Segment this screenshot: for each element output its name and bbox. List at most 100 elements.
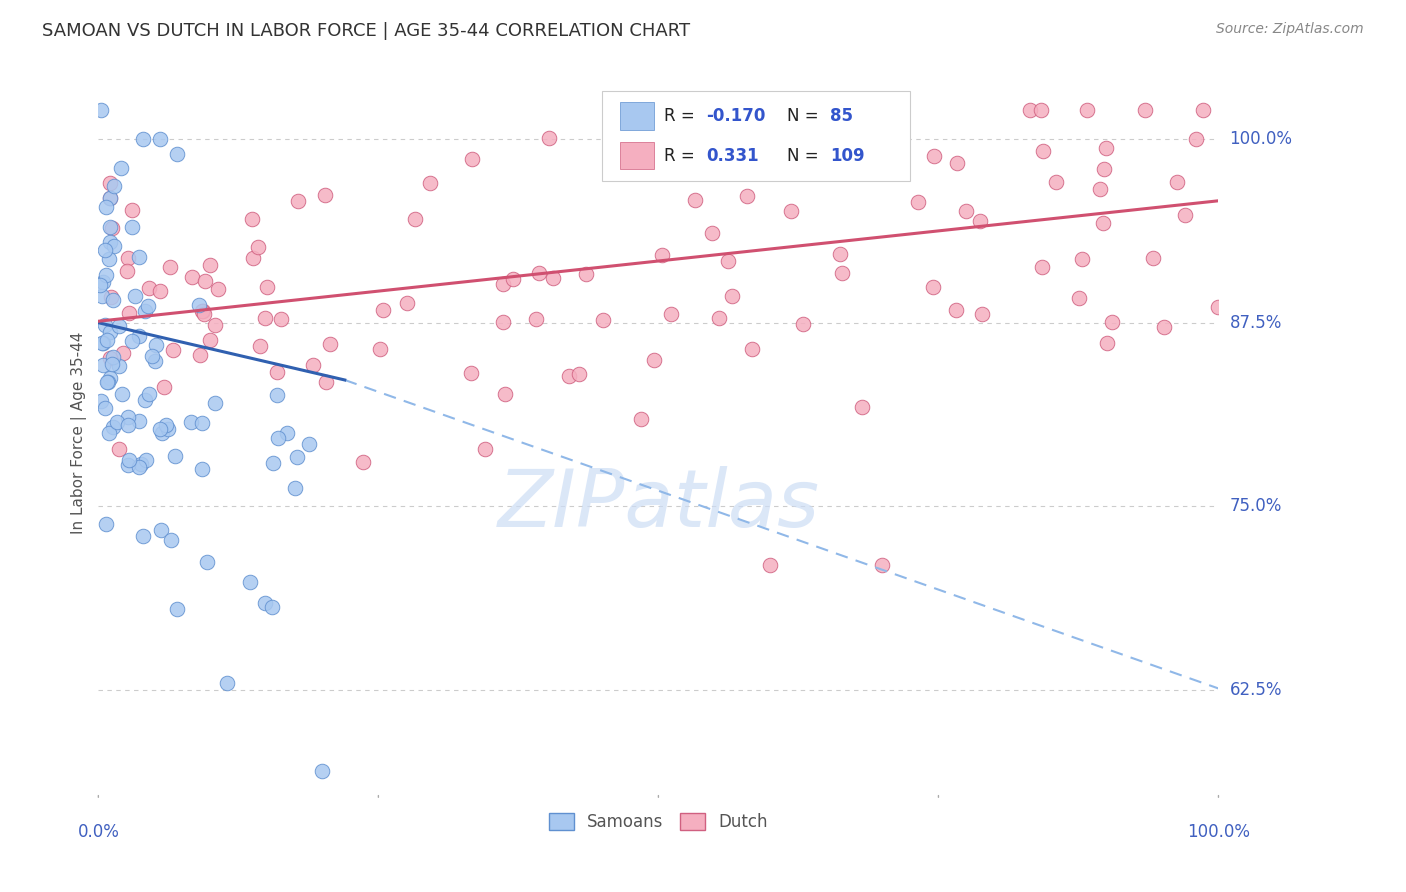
Point: [759, 558, 782, 572]
Point: [1029, 103, 1052, 117]
Point: [266, 388, 288, 402]
Point: [1045, 175, 1067, 189]
Point: [319, 337, 342, 351]
Point: [136, 299, 159, 313]
Point: [90, 289, 112, 303]
Point: [117, 410, 139, 425]
Point: [541, 271, 564, 285]
FancyBboxPatch shape: [620, 103, 654, 130]
Point: [780, 203, 803, 218]
Point: [190, 416, 212, 430]
Point: [117, 458, 139, 473]
Point: [276, 426, 298, 441]
Point: [188, 348, 211, 362]
Point: [98, 371, 121, 385]
Point: [253, 311, 276, 326]
Point: [260, 599, 283, 614]
Point: [311, 764, 333, 778]
Point: [1153, 320, 1175, 334]
Point: [287, 194, 309, 208]
Point: [98, 176, 121, 190]
Point: [1069, 291, 1091, 305]
Point: [418, 177, 440, 191]
Point: [315, 375, 337, 389]
Point: [94, 200, 117, 214]
Point: [1092, 161, 1115, 176]
Point: [132, 529, 155, 543]
Point: [266, 431, 288, 445]
Point: [524, 312, 547, 326]
Point: [100, 290, 122, 304]
Point: [108, 359, 131, 374]
Point: [108, 442, 131, 456]
Point: [180, 269, 202, 284]
Point: [720, 289, 742, 303]
Text: ZIPatlas: ZIPatlas: [498, 466, 820, 544]
Point: [253, 596, 276, 610]
Point: [193, 304, 215, 318]
Point: [1092, 216, 1115, 230]
Point: [145, 338, 167, 352]
Point: [117, 251, 139, 265]
Point: [1019, 103, 1042, 117]
Point: [1095, 141, 1118, 155]
Point: [204, 318, 226, 332]
Point: [575, 267, 598, 281]
Point: [135, 453, 157, 467]
Text: 62.5%: 62.5%: [1230, 681, 1282, 699]
Point: [494, 387, 516, 401]
Point: [93, 335, 115, 350]
FancyBboxPatch shape: [602, 91, 911, 181]
Point: [141, 349, 163, 363]
Point: [150, 523, 173, 537]
Point: [707, 311, 730, 326]
Text: R =: R =: [664, 107, 695, 125]
Point: [922, 149, 945, 163]
Text: 0.331: 0.331: [707, 147, 759, 165]
Point: [661, 307, 683, 321]
Point: [166, 602, 188, 616]
Point: [98, 191, 121, 205]
Point: [262, 456, 284, 470]
Point: [101, 351, 124, 365]
Point: [91, 358, 114, 372]
Point: [149, 284, 172, 298]
Point: [630, 411, 652, 425]
Point: [138, 281, 160, 295]
Text: 109: 109: [830, 147, 865, 165]
Point: [103, 178, 125, 193]
Point: [371, 302, 394, 317]
Text: 100.0%: 100.0%: [1230, 130, 1292, 148]
Point: [94, 516, 117, 531]
Point: [1071, 252, 1094, 266]
Point: [101, 357, 124, 371]
Point: [1101, 315, 1123, 329]
Point: [828, 247, 851, 261]
Point: [103, 293, 125, 307]
Point: [110, 161, 132, 176]
Point: [792, 317, 814, 331]
Point: [115, 264, 138, 278]
Point: [207, 282, 229, 296]
Text: R =: R =: [664, 147, 695, 165]
Point: [193, 307, 215, 321]
Point: [945, 155, 967, 169]
Point: [461, 152, 484, 166]
Point: [643, 353, 665, 368]
Point: [491, 315, 513, 329]
Point: [270, 312, 292, 326]
Point: [249, 338, 271, 352]
Point: [98, 191, 121, 205]
Point: [1174, 208, 1197, 222]
Point: [128, 460, 150, 475]
Y-axis label: In Labor Force | Age 35-44: In Labor Force | Age 35-44: [72, 332, 87, 534]
Point: [1076, 103, 1098, 117]
Text: 0.0%: 0.0%: [77, 823, 120, 841]
Point: [129, 457, 152, 471]
Text: 85: 85: [830, 107, 853, 125]
Text: 87.5%: 87.5%: [1230, 314, 1282, 332]
Point: [1133, 103, 1156, 117]
Point: [191, 304, 214, 318]
Point: [98, 252, 121, 267]
Point: [945, 302, 967, 317]
